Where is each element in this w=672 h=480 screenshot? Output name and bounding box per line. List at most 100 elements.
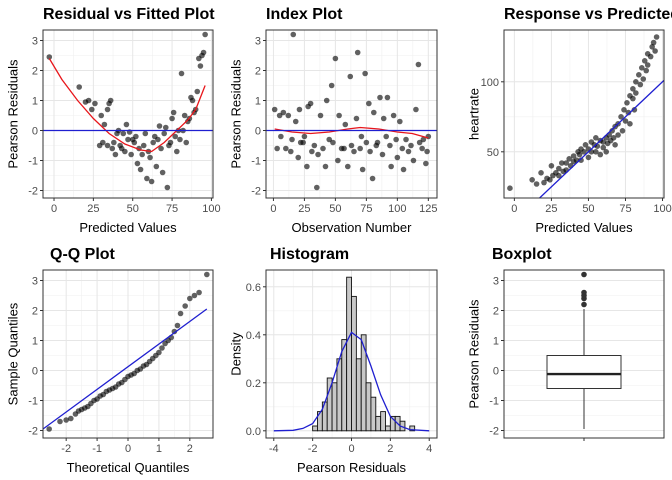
data-point — [200, 49, 207, 56]
y-tick-label: 0 — [32, 126, 38, 138]
panel-residual-vs-fitted: 0 25 50 75 100 -2 -1 0 1 2 3 Residual vs Fitted Plo… — [6, 6, 221, 235]
x-tick-label: -2 — [61, 443, 71, 455]
y-tick-label: -2 — [28, 426, 38, 438]
data-point — [347, 73, 354, 80]
data-layer — [273, 276, 430, 432]
data-point — [140, 142, 147, 149]
y-tick-label: 3 — [255, 36, 261, 48]
data-point — [615, 132, 621, 138]
data-point — [357, 145, 363, 152]
y-axis-label: Sample Quantiles — [6, 302, 21, 405]
outlier-point — [581, 271, 587, 278]
data-point — [363, 139, 370, 146]
data-point — [187, 295, 193, 302]
data-point — [100, 139, 106, 146]
data-point — [625, 109, 632, 116]
x-tick-label: 2 — [387, 443, 393, 455]
panel-title: Residual vs Fitted Plot — [43, 6, 215, 23]
x-tick-label: 25 — [87, 203, 99, 215]
y-tick-label: 0 — [493, 366, 499, 378]
x-tick-label: 0 — [125, 443, 131, 455]
data-point — [196, 289, 202, 296]
data-point — [144, 175, 150, 182]
data-point — [311, 142, 318, 149]
data-point — [63, 417, 69, 423]
data-point — [578, 157, 584, 163]
data-point — [377, 94, 383, 101]
y-tick-label: 2 — [255, 66, 261, 78]
data-point — [295, 154, 302, 161]
histogram-bar — [370, 396, 377, 432]
histogram-bar — [385, 425, 391, 432]
y-tick-label: 1 — [32, 336, 38, 348]
y-axis-label: Pearson Residuals — [467, 299, 482, 409]
data-point — [547, 177, 553, 183]
x-tick-label: 75 — [360, 203, 372, 215]
panel-title: Index Plot — [266, 6, 343, 23]
data-point — [122, 148, 128, 155]
x-tick-label: 75 — [166, 203, 178, 215]
data-point — [309, 148, 315, 155]
data-point — [112, 151, 119, 158]
x-tick-label: -2 — [308, 443, 318, 455]
data-point — [393, 136, 399, 143]
data-point — [326, 136, 333, 143]
panel-border — [42, 29, 214, 199]
data-layer — [507, 34, 664, 198]
x-tick-label: 0 — [348, 443, 354, 455]
y-axis-label: heartrate — [467, 88, 482, 140]
data-point — [314, 184, 320, 191]
data-point — [164, 184, 171, 191]
y-tick-label: 2 — [32, 66, 38, 78]
data-point — [330, 139, 336, 146]
data-point — [276, 112, 283, 119]
data-point — [142, 130, 149, 137]
panel-border — [503, 269, 665, 439]
data-point — [182, 303, 188, 309]
data-point — [633, 79, 639, 85]
x-tick-label: 0 — [51, 203, 57, 215]
x-axis-label: Observation Number — [292, 220, 413, 235]
data-layer — [43, 271, 210, 432]
panel-border — [265, 269, 438, 439]
data-point — [366, 100, 372, 107]
data-point — [643, 67, 650, 74]
data-point — [576, 151, 583, 158]
panel-border — [265, 29, 438, 199]
data-point — [630, 86, 636, 92]
data-point — [419, 145, 425, 152]
x-axis-label: Theoretical Quantiles — [67, 460, 190, 475]
data-point — [107, 97, 114, 104]
data-point — [172, 133, 179, 140]
data-point — [89, 106, 95, 113]
data-point — [638, 65, 645, 71]
data-point — [292, 118, 299, 125]
data-point — [158, 145, 164, 152]
data-point — [387, 142, 393, 149]
data-point — [178, 70, 185, 77]
x-tick-label: 50 — [127, 203, 139, 215]
data-point — [394, 154, 401, 161]
data-point — [621, 107, 627, 113]
data-point — [137, 166, 144, 173]
data-point — [332, 55, 339, 62]
data-point — [156, 123, 163, 129]
data-point — [558, 160, 565, 166]
data-point — [111, 139, 117, 146]
data-point — [609, 128, 615, 134]
data-point — [204, 271, 210, 278]
histogram-bar — [409, 425, 416, 432]
data-point — [181, 112, 188, 119]
data-point — [358, 133, 365, 140]
data-point — [416, 139, 423, 146]
panel-title: Histogram — [270, 246, 349, 263]
data-point — [637, 81, 644, 88]
data-point — [359, 166, 366, 173]
data-point — [46, 426, 52, 432]
histogram-bar — [380, 411, 386, 432]
data-point — [410, 157, 417, 164]
data-point — [177, 310, 184, 317]
x-tick-label: 125 — [419, 203, 437, 215]
plot-background — [504, 30, 664, 198]
data-point — [170, 109, 177, 116]
